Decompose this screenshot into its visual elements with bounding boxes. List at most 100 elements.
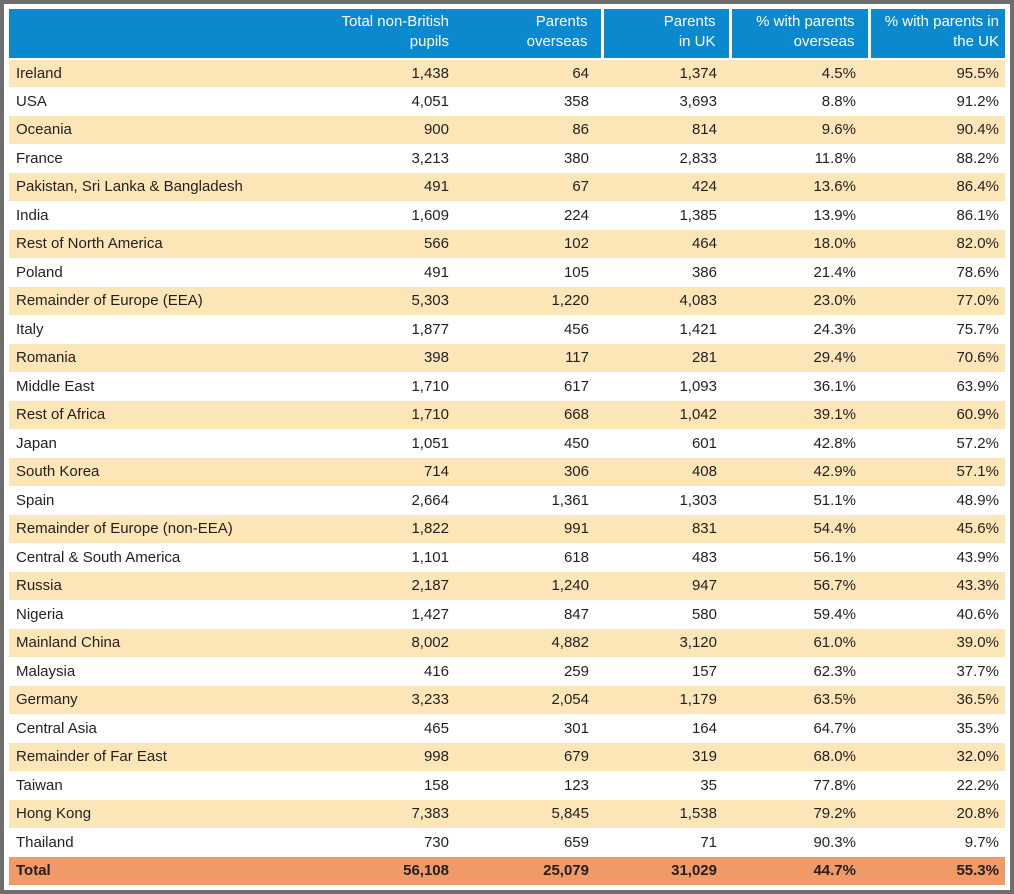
table-row: Remainder of Far East 998 679 319 68.0% 32.0%: [9, 742, 1005, 771]
row-label: Japan: [16, 434, 57, 452]
cell-value: 42.9%: [813, 463, 856, 481]
cell-value: 57.1%: [956, 463, 999, 481]
cell-value: 29.4%: [813, 349, 856, 367]
cell-value: 1,240: [551, 577, 589, 595]
table-row: Rest of North America 566 102 464 18.0% 82.0%: [9, 229, 1005, 258]
cell-value: 1,361: [551, 491, 589, 509]
table-row: Spain 2,664 1,361 1,303 51.1% 48.9%: [9, 486, 1005, 515]
cell-value: 20.8%: [956, 805, 999, 823]
non-british-pupils-table: Total non-British pupils Parents overseas…: [9, 9, 1005, 885]
cell-value: 71: [700, 833, 717, 851]
row-label: Spain: [16, 491, 55, 509]
cell-value: 1,609: [411, 206, 449, 224]
cell-value: 82.0%: [956, 235, 999, 253]
cell-value: 1,710: [411, 406, 449, 424]
cell-value: 77.0%: [956, 292, 999, 310]
cell-value: 1,385: [679, 206, 717, 224]
cell-value: 36.5%: [956, 691, 999, 709]
table-row: Japan 1,051 450 601 42.8% 57.2%: [9, 429, 1005, 458]
cell-value: 5,303: [411, 292, 449, 310]
cell-value: 60.9%: [956, 406, 999, 424]
cell-value: 679: [563, 748, 589, 766]
cell-value: 62.3%: [813, 662, 856, 680]
cell-value: 900: [423, 121, 449, 139]
cell-value: 13.6%: [813, 178, 856, 196]
cell-value: 580: [691, 605, 717, 623]
cell-value: 386: [691, 263, 717, 281]
column-header: % with parents overseas: [728, 9, 869, 60]
table-row: South Korea 714 306 408 42.9% 57.1%: [9, 457, 1005, 486]
cell-value: 491: [423, 178, 449, 196]
row-label: Italy: [16, 320, 44, 338]
cell-value: 88.2%: [956, 149, 999, 167]
cell-value: 601: [691, 434, 717, 452]
column-header: Parents in UK: [600, 9, 730, 60]
table-row: France 3,213 380 2,833 11.8% 88.2%: [9, 144, 1005, 173]
cell-value: 44.7%: [813, 862, 856, 880]
row-label: USA: [16, 92, 47, 110]
cell-value: 22.2%: [956, 776, 999, 794]
table-row: Taiwan 158 123 35 77.8% 22.2%: [9, 771, 1005, 800]
cell-value: 398: [423, 349, 449, 367]
table-row: Poland 491 105 386 21.4% 78.6%: [9, 258, 1005, 287]
cell-value: 1,303: [679, 491, 717, 509]
cell-value: 64: [572, 64, 589, 82]
row-label: Thailand: [16, 833, 74, 851]
cell-value: 63.5%: [813, 691, 856, 709]
cell-value: 8,002: [411, 634, 449, 652]
table-row: Ireland 1,438 64 1,374 4.5% 95.5%: [9, 58, 1005, 87]
cell-value: 39.1%: [813, 406, 856, 424]
cell-value: 4,083: [679, 292, 717, 310]
row-label: Russia: [16, 577, 62, 595]
cell-value: 63.9%: [956, 377, 999, 395]
row-label: Nigeria: [16, 605, 64, 623]
cell-value: 31,029: [671, 862, 717, 880]
table-row: Thailand 730 659 71 90.3% 9.7%: [9, 828, 1005, 857]
cell-value: 224: [563, 206, 589, 224]
cell-value: 13.9%: [813, 206, 856, 224]
cell-value: 86.4%: [956, 178, 999, 196]
row-label: Rest of Africa: [16, 406, 106, 424]
cell-value: 91.2%: [956, 92, 999, 110]
cell-value: 21.4%: [813, 263, 856, 281]
cell-value: 380: [563, 149, 589, 167]
cell-value: 4,882: [551, 634, 589, 652]
total-row: Total 56,108 25,079 31,029 44.7% 55.3%: [9, 856, 1005, 885]
cell-value: 42.8%: [813, 434, 856, 452]
table-row: Central Asia 465 301 164 64.7% 35.3%: [9, 714, 1005, 743]
cell-value: 9.6%: [821, 121, 856, 139]
cell-value: 86: [572, 121, 589, 139]
cell-value: 57.2%: [956, 434, 999, 452]
cell-value: 67: [572, 178, 589, 196]
cell-value: 102: [563, 235, 589, 253]
cell-value: 43.9%: [956, 548, 999, 566]
cell-value: 36.1%: [813, 377, 856, 395]
cell-value: 35: [700, 776, 717, 794]
cell-value: 35.3%: [956, 719, 999, 737]
cell-value: 86.1%: [956, 206, 999, 224]
column-header: Total non-British pupils: [311, 9, 462, 60]
row-label: India: [16, 206, 49, 224]
cell-value: 64.7%: [813, 719, 856, 737]
row-label: Total: [16, 862, 51, 880]
cell-value: 668: [563, 406, 589, 424]
cell-value: 814: [691, 121, 717, 139]
cell-value: 164: [691, 719, 717, 737]
row-label: Ireland: [16, 64, 62, 82]
cell-value: 23.0%: [813, 292, 856, 310]
cell-value: 1,538: [679, 805, 717, 823]
row-label: Oceania: [16, 121, 72, 139]
cell-value: 56.7%: [813, 577, 856, 595]
cell-value: 117: [565, 349, 589, 367]
column-header: % with parents in the UK: [867, 9, 1005, 60]
cell-value: 43.3%: [956, 577, 999, 595]
cell-value: 408: [691, 463, 717, 481]
row-label: Malaysia: [16, 662, 76, 680]
cell-value: 281: [691, 349, 717, 367]
table-row: Hong Kong 7,383 5,845 1,538 79.2% 20.8%: [9, 799, 1005, 828]
cell-value: 1,877: [411, 320, 449, 338]
cell-value: 1,179: [679, 691, 717, 709]
row-label: Hong Kong: [16, 805, 92, 823]
cell-value: 1,101: [411, 548, 449, 566]
cell-value: 831: [691, 520, 717, 538]
